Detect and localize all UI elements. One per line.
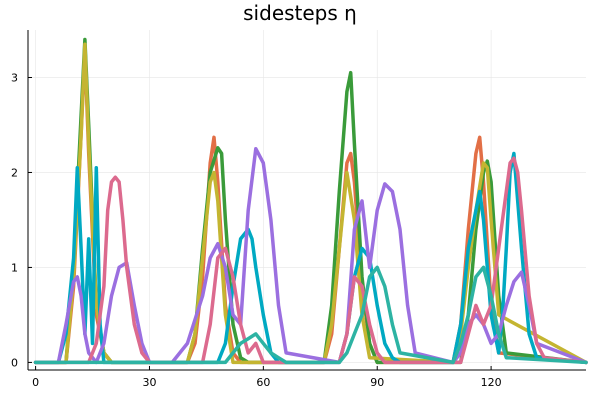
x-tick-label: 30 bbox=[142, 376, 156, 389]
x-tick-label: 60 bbox=[256, 376, 270, 389]
y-tick-label: 3 bbox=[11, 71, 18, 84]
series-line-5 bbox=[33, 146, 588, 365]
y-tick-label: 0 bbox=[11, 356, 18, 369]
x-tick-label: 0 bbox=[32, 376, 39, 389]
x-tick-label: 120 bbox=[481, 376, 502, 389]
axis-layer bbox=[27, 30, 586, 371]
y-tick-label: 1 bbox=[11, 261, 18, 274]
tick-layer: 0 30 60 90 120 0 1 2 3 bbox=[11, 71, 502, 389]
series-layer bbox=[33, 37, 588, 365]
x-tick-label: 90 bbox=[370, 376, 384, 389]
y-tick-label: 2 bbox=[11, 166, 18, 179]
series-line-7 bbox=[33, 265, 588, 365]
chart-title: sidesteps η bbox=[243, 1, 357, 25]
